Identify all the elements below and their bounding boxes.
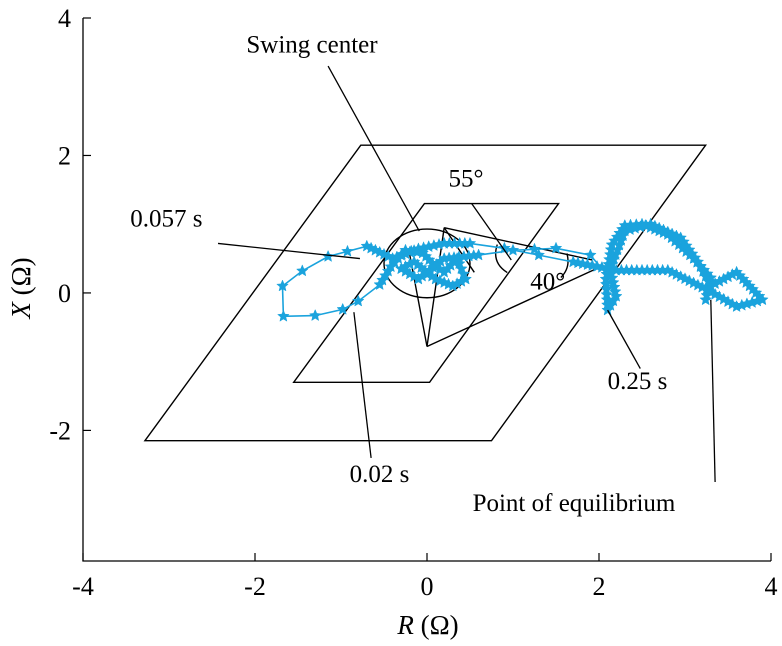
x-tick-label: 0	[421, 572, 434, 601]
annotation-label: 0.25 s	[608, 368, 668, 395]
x-tick-label: 4	[765, 572, 778, 601]
trajectory-marker	[605, 271, 619, 284]
trajectory-marker	[608, 285, 622, 298]
annotation-leader	[607, 309, 641, 369]
y-axis-label: X (Ω)	[6, 257, 36, 319]
x-tick-label: -2	[244, 572, 266, 601]
trajectory-marker	[528, 242, 541, 255]
outer-parallelogram	[143, 144, 708, 442]
swing-circle	[383, 228, 471, 299]
trajectory-marker	[360, 239, 374, 252]
trajectory-marker	[607, 280, 621, 293]
trajectory-marker	[452, 257, 466, 270]
y-tick-label: 4	[58, 4, 71, 33]
x-tick-label: -4	[72, 572, 94, 601]
trajectory-marker	[341, 244, 354, 257]
annotation-leader	[327, 65, 420, 232]
x-tick-label: 2	[593, 572, 606, 601]
axis-frame	[82, 18, 771, 562]
impedance-trajectory	[276, 217, 769, 322]
y-tick-label: 0	[58, 279, 71, 308]
x-axis-label: R (Ω)	[396, 610, 458, 640]
wedge-line	[409, 255, 428, 347]
trajectory-marker	[532, 248, 546, 261]
y-tick-label: -2	[49, 416, 71, 445]
annotation-leader	[353, 312, 372, 458]
inner-parallelogram	[292, 202, 560, 383]
relay-characteristics	[143, 144, 708, 442]
wedge-line	[443, 227, 475, 273]
annotation-label: Point of equilibrium	[473, 490, 676, 517]
annotation-label: 55°	[449, 165, 484, 192]
trajectory-marker	[549, 241, 563, 254]
annotation-label: 40°	[530, 269, 565, 296]
trajectory-marker	[606, 275, 620, 289]
trajectory-marker	[457, 267, 470, 280]
annotation-leader	[710, 299, 716, 482]
trajectory-marker	[276, 279, 289, 292]
wedge-line	[426, 266, 600, 348]
y-tick-label: 2	[58, 141, 71, 170]
annotation-label: 0.02 s	[350, 461, 410, 488]
trajectory-marker	[609, 289, 623, 302]
annotation-leader	[471, 203, 512, 261]
trajectory-marker	[506, 243, 520, 256]
angle-arc-40	[560, 253, 569, 278]
trajectory-marker	[308, 308, 322, 322]
trajectory-marker	[295, 264, 309, 277]
trajectory-marker	[699, 293, 712, 306]
trajectory-marker	[277, 309, 290, 322]
annotations: Swing center 55° 40° 0.057 s 0.02 s 0.25 s Poi…	[130, 31, 716, 517]
axes: -4 -2 0 2 4 -2 0 2 4	[49, 4, 777, 601]
annotation-leader	[217, 242, 360, 260]
annotation-label: 0.057 s	[130, 205, 202, 232]
trajectory-marker	[566, 255, 580, 268]
trajectory-marker	[584, 248, 597, 261]
trajectory-marker	[472, 248, 485, 261]
annotation-label: Swing center	[246, 31, 378, 58]
trajectory-marker	[336, 302, 350, 315]
trajectory-marker	[351, 294, 365, 307]
